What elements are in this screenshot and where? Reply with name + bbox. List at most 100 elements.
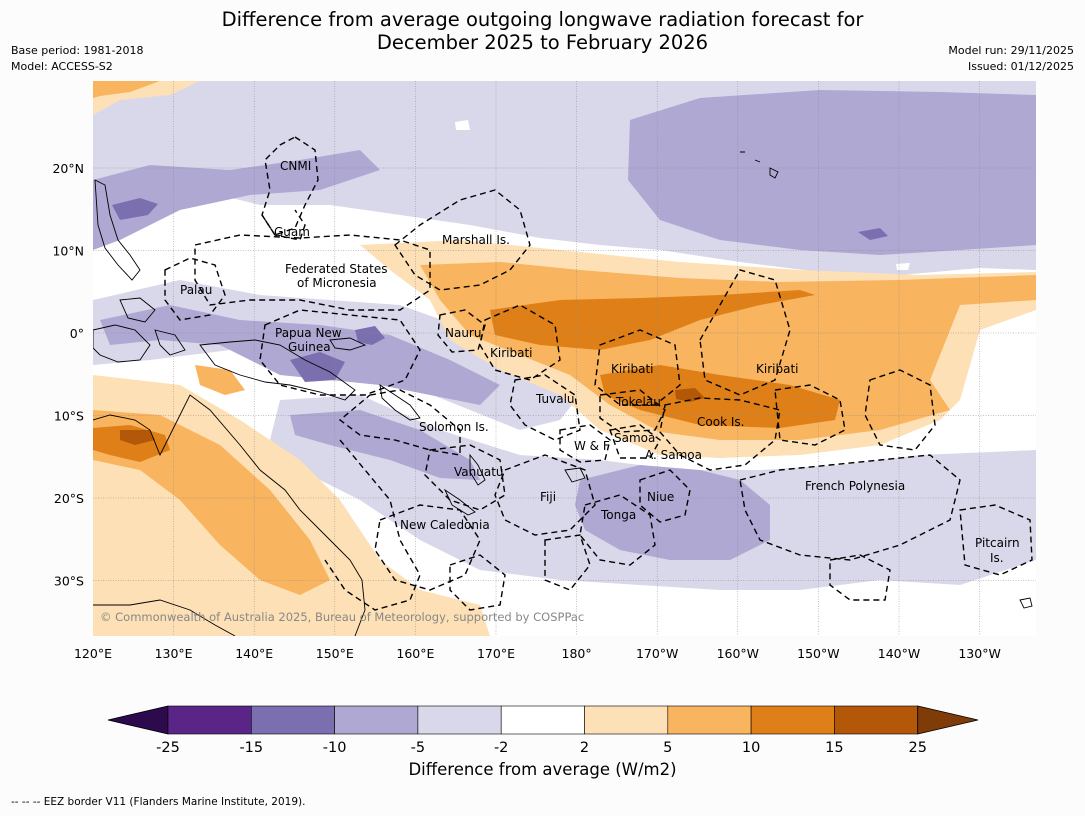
field-pos-darkest-2 (120, 430, 155, 445)
label-niue: Niue (647, 490, 674, 504)
lon-label: 170°E (477, 646, 515, 661)
model-name: Model: ACCESS-S2 (11, 60, 113, 73)
label-cook: Cook Is. (697, 415, 744, 429)
field-pos-dark-band (490, 290, 815, 350)
issued-date: Issued: 01/12/2025 (967, 60, 1074, 73)
eez-pitcairn (959, 504, 1033, 576)
label-guam: Guam (274, 225, 310, 239)
eez-vanuatu (424, 444, 506, 511)
field-neg-dark-3 (355, 326, 385, 345)
label-fsm-2: of Micronesia (297, 276, 377, 290)
eez-fsm (194, 234, 431, 311)
eez-marshall (394, 189, 531, 291)
coast-solomon (379, 384, 421, 421)
label-kiribati-west: Kiribati (490, 346, 532, 360)
eez-wf (559, 424, 611, 463)
colorbar-tick: -15 (239, 740, 263, 756)
colorbar-tick: 10 (742, 740, 760, 756)
lon-label: 170°W (636, 646, 678, 661)
label-tonga: Tonga (600, 508, 636, 522)
lon-label: 130°E (155, 646, 193, 661)
label-vanuatu: Vanuatu (454, 465, 504, 479)
colorbar-segment (500, 705, 585, 735)
label-tokelau: Tokelau (615, 395, 661, 409)
label-cnmi: CNMI (280, 159, 311, 173)
colorbar-label: Difference from average (W/m2) (408, 760, 677, 779)
base-period: Base period: 1981-2018 (11, 44, 144, 57)
copyright-text: © Commonwealth of Australia 2025, Bureau… (100, 610, 584, 624)
coast-fiji (564, 467, 586, 483)
eez-cnmi (261, 136, 319, 236)
eez-png (259, 309, 421, 396)
longitude-labels: 120°E 130°E 140°E 150°E 160°E 170°E 180° 170°W 1… (74, 646, 1001, 661)
eez-seamounts (829, 554, 891, 601)
lon-label: 130°W (958, 646, 1000, 661)
colorbar-low-extension (107, 705, 169, 735)
lat-label: 10°N (52, 244, 84, 259)
title-line-1: Difference from average outgoing longwav… (221, 8, 864, 31)
coast-australia (93, 394, 366, 636)
colorbar-segment (667, 705, 752, 735)
field-neutral-2 (896, 263, 910, 270)
chart-title: Difference from average outgoing longwav… (0, 8, 1085, 54)
colorbar: -25 -15 -10 -5 -2 2 5 10 15 25 (107, 705, 979, 756)
eez-newcal (374, 504, 481, 591)
colorbar-tick: 2 (580, 740, 589, 756)
coast-hawaii (740, 151, 779, 179)
colorbar-segment (167, 705, 252, 735)
eez-borders (164, 136, 1033, 611)
title-line-2: December 2025 to February 2026 (376, 31, 709, 54)
eez-norfolk (449, 554, 506, 611)
lat-label: 30°S (54, 574, 84, 589)
label-fsm-1: Federated States (285, 262, 387, 276)
label-png-1: Papua New (275, 326, 342, 340)
lon-label: 160°E (396, 646, 434, 661)
label-new-caledonia: New Caledonia (400, 518, 490, 532)
lon-label: 150°W (797, 646, 839, 661)
model-run: Model run: 29/11/2025 (948, 44, 1074, 57)
lon-label: 160°W (717, 646, 759, 661)
label-nauru: Nauru (445, 326, 481, 340)
lat-label: 10°S (54, 409, 84, 424)
colorbar-segment (334, 705, 419, 735)
eez-solomon (338, 389, 461, 456)
label-wallis-futuna: W & F (574, 439, 610, 453)
coast-indonesia (93, 324, 186, 363)
field-pos-mid-png (195, 365, 245, 395)
field-neg-dark-1 (112, 198, 158, 220)
label-samoa: Samoa (614, 431, 655, 445)
place-labels: CNMI Guam Marshall Is. Federated States … (180, 159, 1020, 565)
colorbar-tick: -5 (411, 740, 425, 756)
lon-label: 140°W (878, 646, 920, 661)
coast-nz (1019, 597, 1033, 609)
label-american-samoa: A. Samoa (645, 448, 702, 462)
colorbar-segment (834, 705, 919, 735)
eez-cook (659, 397, 781, 471)
colorbar-segment (417, 705, 502, 735)
field-neg-mid-tonga (575, 465, 770, 560)
gridlines (93, 81, 1036, 636)
lon-label: 180° (562, 646, 592, 661)
label-png-2: Guinea (288, 340, 331, 354)
eez-fiji (494, 454, 596, 536)
label-marshall: Marshall Is. (442, 233, 510, 247)
eez-australia (324, 439, 421, 611)
meta-right: Model run: 29/11/2025 Issued: 01/12/2025 (948, 43, 1074, 75)
eez-kermadec (544, 534, 591, 591)
field-neg-mid-wpac (93, 150, 380, 250)
label-kiribati-east: Kiribati (756, 362, 798, 376)
eez-nauru (437, 309, 486, 353)
meta-left: Base period: 1981-2018 Model: ACCESS-S2 (11, 43, 143, 75)
colorbar-tick: -25 (156, 740, 180, 756)
latitude-labels: 20°N 10°N 0° 10°S 20°S 30°S (52, 161, 84, 589)
field-neutral-1 (455, 120, 470, 130)
field-pos-mid-nw (93, 81, 160, 98)
field-pos-dark-south (600, 365, 840, 428)
colorbar-tick: 15 (825, 740, 843, 756)
colorbar-segment (750, 705, 835, 735)
label-kiribati-central: Kiribati (611, 362, 653, 376)
eez-line-is (864, 369, 936, 451)
field-neg-mid-solomon (290, 410, 480, 480)
coast-vanuatu (469, 453, 486, 486)
lat-label: 20°S (54, 491, 84, 506)
